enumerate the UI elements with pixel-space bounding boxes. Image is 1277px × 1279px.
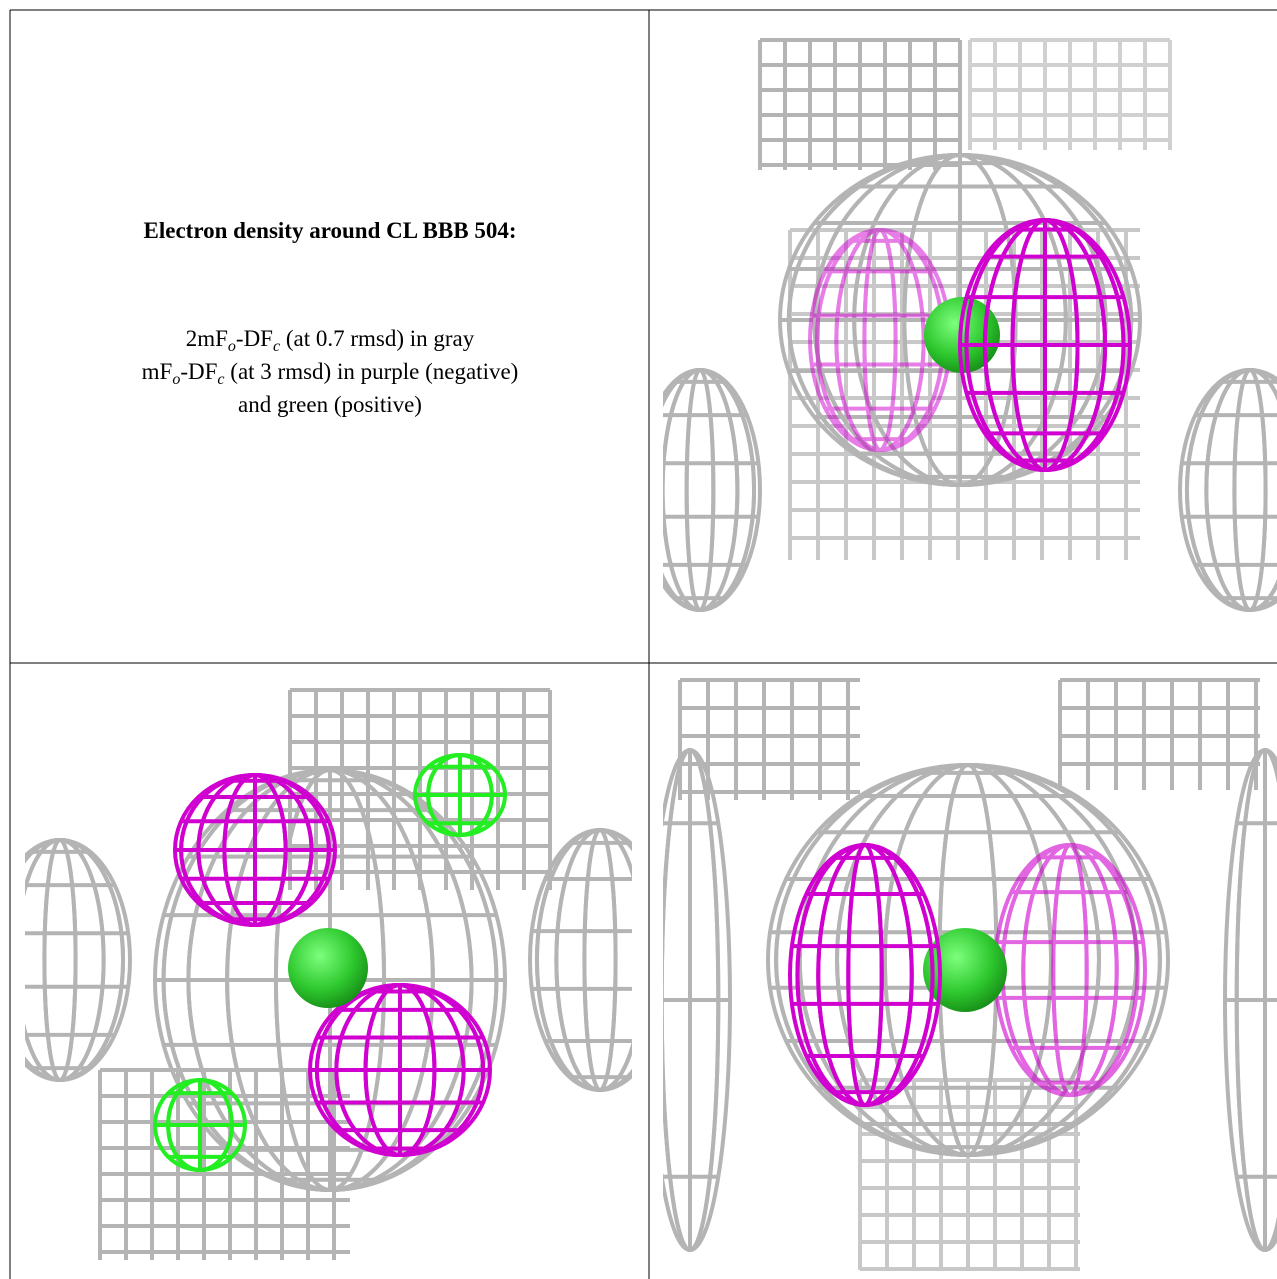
caption-line: and green (positive) [238,392,422,417]
mesh [663,748,732,1252]
caption-line: mFo-DFc (at 3 rmsd) in purple (negative) [142,359,519,388]
mesh [993,843,1147,1097]
mesh [1178,368,1277,612]
mesh-outline [1223,748,1277,1252]
grid-mesh [678,678,860,800]
mesh-meridian [582,828,618,1092]
text-part: and green (positive) [238,392,422,417]
green-sphere [288,928,368,1008]
subscript: c [217,371,224,388]
mesh-meridian [663,368,740,612]
caption-line: 2mFo-DFc (at 0.7 rmsd) in gray [186,326,475,355]
mesh-outline [173,773,337,927]
grid-mesh [758,38,962,170]
mesh-meridian [25,838,106,1082]
mesh-outline [663,748,732,1252]
grid-mesh [968,38,1172,150]
mesh [778,153,1142,487]
subscript: c [273,338,280,355]
text-part: (at 3 rmsd) in purple (negative) [225,359,519,384]
subscript: o [228,338,236,355]
mesh-outline [413,753,507,837]
mesh-outline [958,218,1132,472]
mesh [528,828,632,1092]
mesh [173,773,337,927]
mesh [153,1078,247,1172]
mesh-meridian [42,838,78,1082]
text-part: mF [142,359,173,384]
mesh-outline [788,843,942,1107]
green-sphere [923,928,1007,1012]
mesh-meridian [1051,843,1089,1097]
text-part: 2mF [186,326,228,351]
mesh [663,368,762,612]
mesh [1223,748,1277,1252]
subscript: o [172,371,180,388]
density-view-2 [25,688,632,1260]
mesh-outline [153,768,507,1192]
mesh-outline [153,1078,247,1172]
mesh [788,843,942,1107]
mesh-outline [308,983,492,1157]
mesh-outline [25,838,132,1082]
density-view-3 [663,678,1277,1271]
mesh-meridian [816,843,914,1107]
mesh-meridian [1021,843,1119,1097]
density-view-1 [663,38,1277,612]
mesh-meridian [554,828,632,1092]
mesh-meridian [684,368,716,612]
text-part: (at 0.7 rmsd) in gray [280,326,475,351]
mesh-outline [778,153,1142,487]
mesh-outline [766,763,1170,1157]
mesh [25,838,132,1082]
mesh-outline [1178,368,1277,612]
grid-mesh [858,1078,1080,1271]
mesh-meridian [846,843,884,1107]
mesh-outline [993,843,1147,1097]
mesh [308,983,492,1157]
mesh [413,753,507,837]
text-part: -DF [180,359,217,384]
mesh-outline [663,368,762,612]
caption-title: Electron density around CL BBB 504: [144,218,517,243]
mesh-outline [528,828,632,1092]
mesh [958,218,1132,472]
grid-mesh [1058,678,1260,790]
mesh [153,768,507,1192]
text-part: -DF [236,326,273,351]
mesh-meridian [1232,368,1268,612]
table-borders [9,9,1277,1279]
